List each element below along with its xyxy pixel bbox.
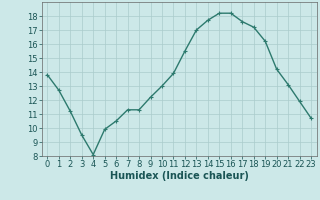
X-axis label: Humidex (Indice chaleur): Humidex (Indice chaleur) — [110, 171, 249, 181]
